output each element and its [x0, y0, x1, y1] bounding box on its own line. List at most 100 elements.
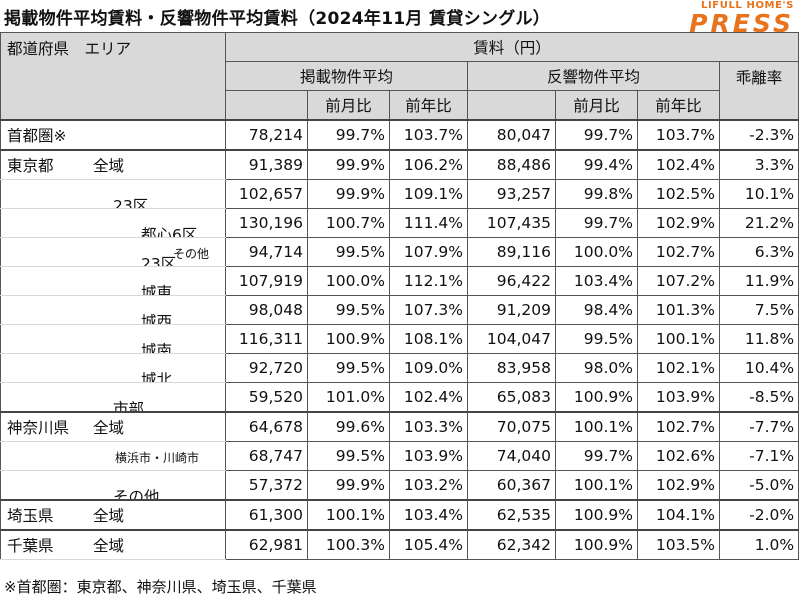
cell-listing: 94,714 — [225, 237, 308, 267]
cell-l-mom: 101.0% — [307, 382, 390, 413]
row-label: 城北 — [0, 353, 226, 383]
cell-r-mom: 99.7% — [555, 441, 638, 471]
cell-gap: 11.8% — [718, 324, 800, 354]
header-response: 反響物件平均 — [467, 61, 720, 91]
cell-r-yoy: 100.1% — [637, 324, 720, 354]
table-row: 横浜市・川崎市 68,747 99.5% 103.9% 74,040 99.7% 102.6… — [0, 441, 800, 471]
cell-r-mom: 99.8% — [555, 179, 638, 209]
cell-r-mom: 99.7% — [555, 119, 638, 151]
cell-l-yoy: 111.4% — [389, 208, 468, 238]
table-row: 埼玉県 全域 61,300 100.1% 103.4% 62,535 100.9% 104.1… — [0, 499, 800, 531]
area-name: 城東 — [141, 284, 173, 296]
row-label: 横浜市・川崎市 — [0, 441, 226, 471]
cell-listing: 98,048 — [225, 295, 308, 325]
cell-gap: 21.2% — [718, 208, 800, 238]
cell-l-yoy: 107.9% — [389, 237, 468, 267]
area-name: 市部 — [113, 400, 145, 412]
row-label: 市部 — [0, 382, 226, 413]
cell-l-mom: 99.9% — [307, 149, 390, 180]
cell-listing: 130,196 — [225, 208, 308, 238]
header-pref-area: 都道府県 エリア — [0, 32, 226, 121]
table-row: 神奈川県 全域 64,678 99.6% 103.3% 70,075 100.1% 102.7… — [0, 411, 800, 442]
pref-name: 東京都 — [7, 157, 54, 175]
footnote: ※首都圏：東京都、神奈川県、埼玉県、千葉県 — [4, 578, 317, 596]
area-name-small: 横浜市・川崎市 — [115, 451, 200, 465]
area-name: 全域 — [93, 537, 125, 555]
cell-response: 70,075 — [467, 411, 556, 442]
table-row: 23区 その他 94,714 99.5% 107.9% 89,116 100.0% 102.7… — [0, 237, 800, 267]
cell-response: 107,435 — [467, 208, 556, 238]
cell-r-mom: 99.5% — [555, 324, 638, 354]
brand-logo: LIFULL HOME'S PRESS — [644, 0, 794, 36]
header-gap: 乖離率 — [718, 61, 800, 121]
row-label: 23区 — [0, 179, 226, 209]
cell-r-yoy: 103.7% — [637, 119, 720, 151]
cell-l-yoy: 109.1% — [389, 179, 468, 209]
cell-response: 62,342 — [467, 529, 556, 560]
cell-r-yoy: 102.7% — [637, 411, 720, 442]
cell-listing: 102,657 — [225, 179, 308, 209]
cell-listing: 116,311 — [225, 324, 308, 354]
cell-listing: 92,720 — [225, 353, 308, 383]
cell-r-mom: 100.9% — [555, 529, 638, 560]
rent-table: 都道府県 エリア 賃料（円） 掲載物件平均 反響物件平均 乖離率 前月比 前年比… — [0, 32, 800, 560]
cell-r-yoy: 103.5% — [637, 529, 720, 560]
cell-l-mom: 99.5% — [307, 295, 390, 325]
cell-r-mom: 100.0% — [555, 237, 638, 267]
cell-gap: -7.1% — [718, 441, 800, 471]
header-listing-blank — [225, 90, 308, 121]
cell-l-yoy: 103.9% — [389, 441, 468, 471]
area-name: 全域 — [93, 507, 125, 525]
row-label: その他 — [0, 470, 226, 501]
pref-name: 埼玉県 — [7, 507, 54, 525]
cell-l-yoy: 103.7% — [389, 119, 468, 151]
pref-name: 千葉県 — [7, 537, 54, 555]
logo-top-text: LIFULL HOME'S — [701, 0, 794, 11]
cell-response: 62,535 — [467, 499, 556, 531]
page-title: 掲載物件平均賃料・反響物件平均賃料（2024年11月 賃貸シングル） — [4, 9, 551, 29]
header-listing: 掲載物件平均 — [225, 61, 468, 91]
header-rent: 賃料（円） — [224, 32, 800, 62]
area-name: 城西 — [141, 313, 173, 325]
cell-r-yoy: 107.2% — [637, 266, 720, 296]
cell-response: 96,422 — [467, 266, 556, 296]
cell-l-yoy: 109.0% — [389, 353, 468, 383]
cell-r-mom: 100.1% — [555, 411, 638, 442]
cell-r-mom: 98.4% — [555, 295, 638, 325]
cell-response: 74,040 — [467, 441, 556, 471]
cell-gap: 3.3% — [718, 149, 800, 180]
cell-listing: 57,372 — [225, 470, 308, 501]
area-name: 城北 — [141, 371, 173, 383]
cell-l-mom: 100.3% — [307, 529, 390, 560]
cell-l-yoy: 103.4% — [389, 499, 468, 531]
cell-l-mom: 99.5% — [307, 441, 390, 471]
cell-response: 65,083 — [467, 382, 556, 413]
row-label: 城東 — [0, 266, 226, 296]
cell-l-mom: 99.9% — [307, 470, 390, 501]
table-row: 千葉県 全域 62,981 100.3% 105.4% 62,342 100.9% 103.5… — [0, 529, 800, 560]
cell-r-yoy: 102.9% — [637, 470, 720, 501]
cell-response: 60,367 — [467, 470, 556, 501]
cell-l-mom: 99.7% — [307, 119, 390, 151]
row-label: 埼玉県 全域 — [0, 499, 226, 531]
cell-response: 83,958 — [467, 353, 556, 383]
row-label: 千葉県 全域 — [0, 529, 226, 560]
cell-r-mom: 99.4% — [555, 149, 638, 180]
cell-gap: 6.3% — [718, 237, 800, 267]
cell-response: 104,047 — [467, 324, 556, 354]
area-name-small: その他 — [173, 247, 210, 261]
logo-main-text: PRESS — [689, 9, 794, 38]
cell-l-mom: 99.5% — [307, 353, 390, 383]
cell-l-mom: 100.7% — [307, 208, 390, 238]
cell-l-yoy: 107.3% — [389, 295, 468, 325]
area-name: 都心6区 — [141, 226, 198, 238]
cell-r-yoy: 104.1% — [637, 499, 720, 531]
cell-l-yoy: 103.2% — [389, 470, 468, 501]
table-row: 城南 116,311 100.9% 108.1% 104,047 99.5% 100.1% 1… — [0, 324, 800, 354]
row-label: 都心6区 — [0, 208, 226, 238]
cell-listing: 78,214 — [225, 119, 308, 151]
cell-r-mom: 100.1% — [555, 470, 638, 501]
cell-l-mom: 100.1% — [307, 499, 390, 531]
cell-l-yoy: 108.1% — [389, 324, 468, 354]
table-row: 城東 107,919 100.0% 112.1% 96,422 103.4% 107.2% 1… — [0, 266, 800, 296]
